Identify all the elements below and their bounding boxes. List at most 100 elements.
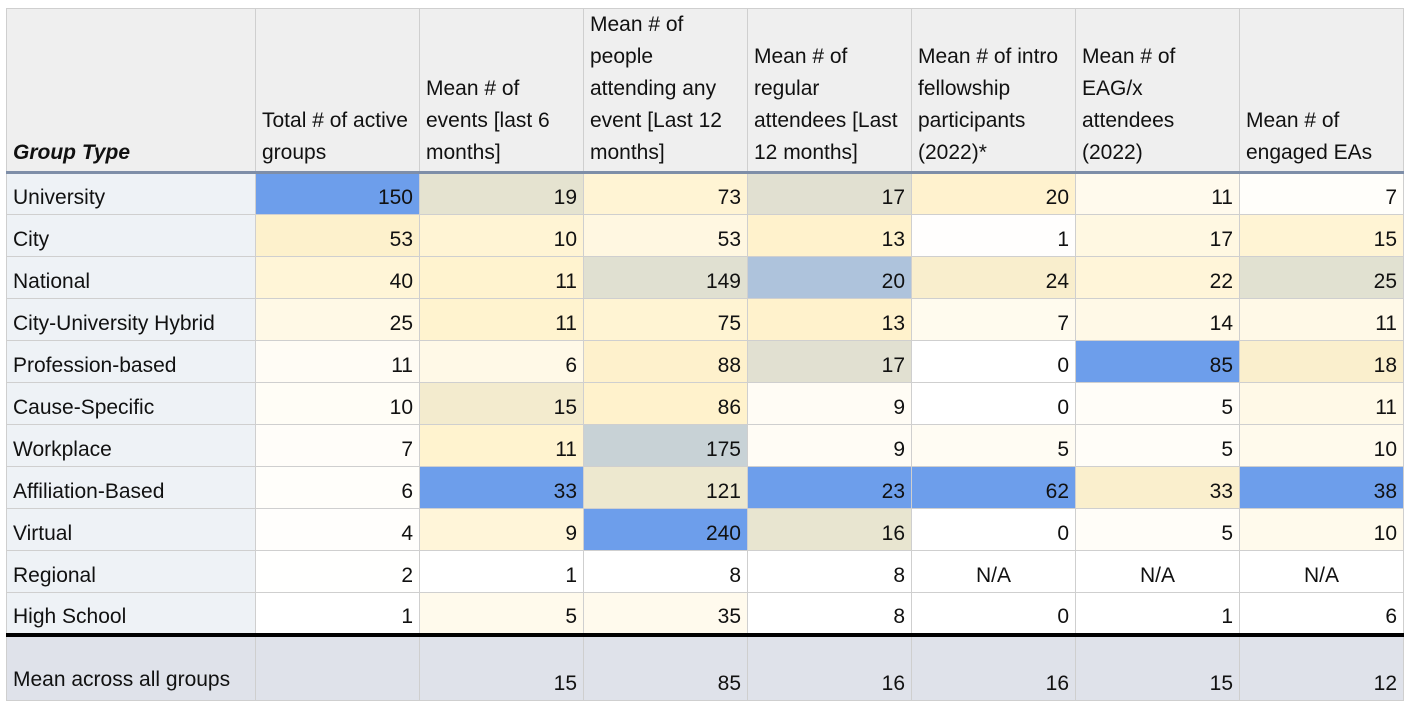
footer-row: Mean across all groups 15 85 16 16 15 12: [6, 634, 1404, 701]
footer-cell: 12: [1239, 634, 1404, 701]
table-cell: 11: [255, 340, 420, 383]
table-cell: 240: [583, 508, 748, 551]
footer-label: Mean across all groups: [6, 634, 256, 701]
table-cell: 1: [419, 550, 584, 593]
table-cell: 11: [419, 298, 584, 341]
table-cell: 5: [911, 424, 1076, 467]
table-cell: 17: [1075, 214, 1240, 257]
table-row: University 150 19 73 17 20 11 7: [6, 172, 1404, 215]
table-cell: 53: [583, 214, 748, 257]
table-cell: 73: [583, 172, 748, 215]
table-cell: 5: [419, 592, 584, 637]
table-cell: 149: [583, 256, 748, 299]
column-header-4: Mean # of regular attendees [Last 12 mon…: [747, 8, 912, 174]
row-label: Virtual: [6, 508, 256, 551]
table-cell: 53: [255, 214, 420, 257]
column-header-2: Mean # of events [last 6 months]: [419, 8, 584, 174]
table-cell: 1: [255, 592, 420, 637]
table-cell: 5: [1075, 424, 1240, 467]
table-cell: N/A: [1239, 550, 1404, 593]
table-cell: 6: [255, 466, 420, 509]
row-label: Regional: [6, 550, 256, 593]
column-header-3: Mean # of people attending any event [La…: [583, 8, 748, 174]
row-label: Workplace: [6, 424, 256, 467]
row-label: Affiliation-Based: [6, 466, 256, 509]
table-cell: 38: [1239, 466, 1404, 509]
table-cell: 24: [911, 256, 1076, 299]
table-cell: 15: [419, 382, 584, 425]
table-cell: 0: [911, 340, 1076, 383]
table-cell: 14: [1075, 298, 1240, 341]
table-cell: 6: [419, 340, 584, 383]
row-label: City: [6, 214, 256, 257]
table-cell: 10: [255, 382, 420, 425]
table-row: Workplace 7 11 175 9 5 5 10: [6, 424, 1404, 467]
table-row: Affiliation-Based 6 33 121 23 62 33 38: [6, 466, 1404, 509]
table-cell: 8: [747, 550, 912, 593]
footer-cell: 16: [911, 634, 1076, 701]
table-cell: 9: [419, 508, 584, 551]
table-row: Regional 2 1 8 8 N/A N/A N/A: [6, 550, 1404, 593]
table-cell: 1: [911, 214, 1076, 257]
table-row: Cause-Specific 10 15 86 9 0 5 11: [6, 382, 1404, 425]
table-cell: 16: [747, 508, 912, 551]
table-row: High School 1 5 35 8 0 1 6: [6, 592, 1404, 637]
table-cell: 5: [1075, 382, 1240, 425]
table-cell: 121: [583, 466, 748, 509]
footer-cell: 16: [747, 634, 912, 701]
table-cell: 88: [583, 340, 748, 383]
table-cell: 75: [583, 298, 748, 341]
table-cell: 35: [583, 592, 748, 637]
table-cell: 11: [1239, 382, 1404, 425]
table-row: City-University Hybrid 25 11 75 13 7 14 11: [6, 298, 1404, 341]
table-body: University 150 19 73 17 20 11 7 City 53 10 53 13 1 17 1…: [6, 172, 1404, 637]
table-cell: 25: [1239, 256, 1404, 299]
table-cell: 18: [1239, 340, 1404, 383]
row-label: City-University Hybrid: [6, 298, 256, 341]
column-header-group-type: Group Type: [6, 8, 256, 174]
table-row: National 40 11 149 20 24 22 25: [6, 256, 1404, 299]
table-cell: 11: [1239, 298, 1404, 341]
row-label: University: [6, 172, 256, 215]
table-cell: 10: [1239, 424, 1404, 467]
table-cell: 23: [747, 466, 912, 509]
table-row: City 53 10 53 13 1 17 15: [6, 214, 1404, 257]
table-cell: 11: [419, 424, 584, 467]
table-cell: 40: [255, 256, 420, 299]
column-header-6: Mean # of EAG/x attendees (2022): [1075, 8, 1240, 174]
table-cell: 10: [419, 214, 584, 257]
table-cell: 0: [911, 592, 1076, 637]
table-cell: 150: [255, 172, 420, 215]
column-header-1: Total # of active groups: [255, 8, 420, 174]
table-cell: 1: [1075, 592, 1240, 637]
table-cell: 33: [1075, 466, 1240, 509]
table-cell: 62: [911, 466, 1076, 509]
table-cell: 175: [583, 424, 748, 467]
table-row: Profession-based 11 6 88 17 0 85 18: [6, 340, 1404, 383]
footer-cell: 15: [419, 634, 584, 701]
table-cell: 0: [911, 508, 1076, 551]
table-cell: 8: [747, 592, 912, 637]
table-cell: 17: [747, 172, 912, 215]
table-cell: 13: [747, 214, 912, 257]
table-cell: 13: [747, 298, 912, 341]
header-row: Group Type Total # of active groups Mean #…: [6, 8, 1404, 174]
group-type-table: Group Type Total # of active groups Mean #…: [6, 8, 1404, 701]
table-cell: 17: [747, 340, 912, 383]
table-cell: 15: [1239, 214, 1404, 257]
footer-cell: [255, 634, 420, 701]
table-cell: 11: [1075, 172, 1240, 215]
table-cell: 0: [911, 382, 1076, 425]
table-cell: 4: [255, 508, 420, 551]
table-cell: 20: [911, 172, 1076, 215]
column-header-7: Mean # of engaged EAs: [1239, 8, 1404, 174]
footer-cell: 15: [1075, 634, 1240, 701]
table-cell: 85: [1075, 340, 1240, 383]
row-label: High School: [6, 592, 256, 637]
table-cell: 9: [747, 382, 912, 425]
table-cell: 10: [1239, 508, 1404, 551]
table-cell: 5: [1075, 508, 1240, 551]
row-label: Profession-based: [6, 340, 256, 383]
table-cell: 8: [583, 550, 748, 593]
row-label: Cause-Specific: [6, 382, 256, 425]
